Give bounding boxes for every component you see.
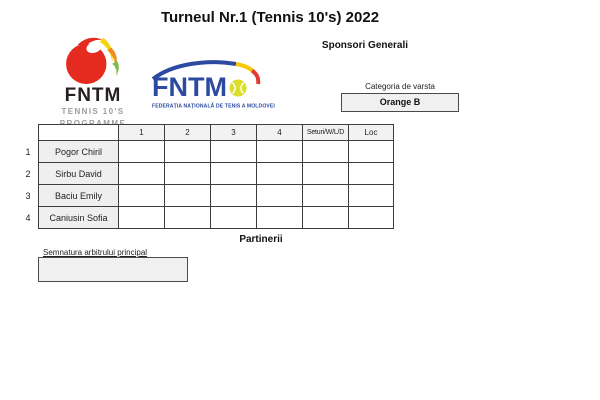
col-header-place: Loc	[348, 124, 394, 141]
row-number: 4	[25, 213, 31, 223]
match-score-cell[interactable]	[118, 162, 165, 185]
row-number: 1	[25, 147, 31, 157]
sets-total-cell[interactable]	[302, 206, 349, 229]
name-column-header	[38, 124, 119, 141]
player-name-cell: Sirbu David	[38, 162, 119, 185]
col-header-3: 3	[210, 124, 257, 141]
match-score-cell[interactable]	[256, 140, 303, 163]
programme-logo-line2: PROGRAMME	[59, 119, 127, 128]
player-row: Pogor Chiril	[38, 140, 394, 163]
federation-subtitle: FEDERAȚIA NAȚIONALĂ DE TENIS A MOLDOVEI	[152, 104, 275, 110]
self-match-cell	[118, 140, 165, 163]
results-table: 1 2 3 4 Seturi/W/L/D Loc Pogor Chiril Si…	[38, 124, 394, 229]
table-header-row: 1 2 3 4 Seturi/W/L/D Loc	[38, 124, 394, 141]
fntm-federation-logo: FNTM FEDERAȚIA NAȚIONALĂ DE TENIS A MOLD…	[151, 59, 275, 111]
fntm-programme-logo: FNTM TENNIS 10'S PROGRAMME	[52, 35, 134, 129]
player-row: Caniusin Sofia	[38, 206, 394, 229]
match-score-cell[interactable]	[210, 206, 257, 229]
row-number: 2	[25, 169, 31, 179]
tennis-ball-icon	[229, 79, 247, 97]
place-cell[interactable]	[348, 184, 394, 207]
programme-logo-line1: TENNIS 10'S	[61, 107, 125, 116]
self-match-cell	[164, 162, 211, 185]
place-cell[interactable]	[348, 140, 394, 163]
sets-total-cell[interactable]	[302, 184, 349, 207]
programme-logo-name: FNTM	[64, 85, 122, 106]
match-score-cell[interactable]	[256, 162, 303, 185]
match-score-cell[interactable]	[210, 162, 257, 185]
referee-signature-box[interactable]	[38, 257, 188, 282]
match-score-cell[interactable]	[164, 184, 211, 207]
federation-logo-icon: FNTM	[151, 60, 261, 102]
svg-text:FNTM: FNTM	[152, 72, 227, 101]
col-header-sets: Seturi/W/L/D	[302, 124, 349, 141]
age-category-value: Orange B	[341, 93, 459, 112]
match-score-cell[interactable]	[118, 184, 165, 207]
player-row: Baciu Emily	[38, 184, 394, 207]
page-title: Turneul Nr.1 (Tennis 10's) 2022	[160, 9, 380, 26]
match-score-cell[interactable]	[164, 140, 211, 163]
match-score-cell[interactable]	[210, 140, 257, 163]
row-number: 3	[25, 191, 31, 201]
match-score-cell[interactable]	[118, 206, 165, 229]
sets-total-cell[interactable]	[302, 162, 349, 185]
match-score-cell[interactable]	[164, 206, 211, 229]
player-name-cell: Caniusin Sofia	[38, 206, 119, 229]
partners-heading: Partinerii	[239, 234, 283, 245]
place-cell[interactable]	[348, 206, 394, 229]
tennis10s-swirl-icon	[66, 37, 119, 85]
referee-signature-label: Semnatura arbitrului principal	[43, 248, 148, 257]
col-header-2: 2	[164, 124, 211, 141]
player-row: Sirbu David	[38, 162, 394, 185]
self-match-cell	[210, 184, 257, 207]
self-match-cell	[256, 206, 303, 229]
sponsors-heading: Sponsori Generali	[321, 40, 409, 51]
col-header-1: 1	[118, 124, 165, 141]
row-number-column: 1 2 3 4	[22, 141, 34, 229]
match-score-cell[interactable]	[256, 184, 303, 207]
player-name-cell: Baciu Emily	[38, 184, 119, 207]
place-cell[interactable]	[348, 162, 394, 185]
sets-total-cell[interactable]	[302, 140, 349, 163]
col-header-4: 4	[256, 124, 303, 141]
player-name-cell: Pogor Chiril	[38, 140, 119, 163]
